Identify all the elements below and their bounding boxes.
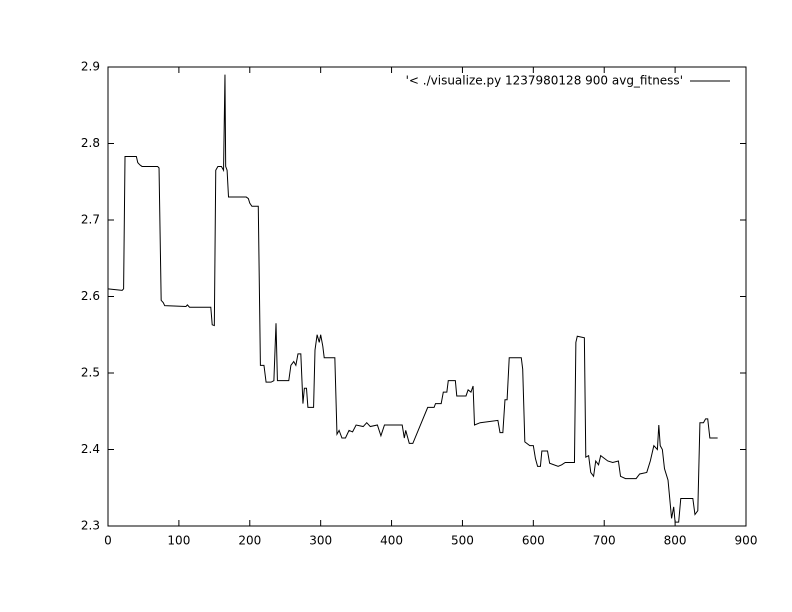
x-tick-label: 700 <box>593 534 616 548</box>
x-tick-label: 800 <box>664 534 687 548</box>
y-tick-label: 2.6 <box>81 289 100 303</box>
y-tick-label: 2.8 <box>81 136 100 150</box>
x-tick-label: 0 <box>104 534 112 548</box>
y-tick-label: 2.5 <box>81 366 100 380</box>
y-tick-label: 2.4 <box>81 442 100 456</box>
x-tick-label: 200 <box>238 534 261 548</box>
x-tick-label: 600 <box>522 534 545 548</box>
x-tick-label: 300 <box>309 534 332 548</box>
x-tick-label: 100 <box>167 534 190 548</box>
y-tick-label: 2.3 <box>81 519 100 533</box>
legend-label: '< ./visualize.py 1237980128 900 avg_fit… <box>406 74 683 88</box>
x-tick-label: 900 <box>735 534 758 548</box>
y-tick-label: 2.7 <box>81 213 100 227</box>
x-tick-label: 500 <box>451 534 474 548</box>
y-tick-label: 2.9 <box>81 60 100 74</box>
x-tick-label: 400 <box>380 534 403 548</box>
plot-frame <box>107 66 747 527</box>
series-line <box>107 74 718 523</box>
